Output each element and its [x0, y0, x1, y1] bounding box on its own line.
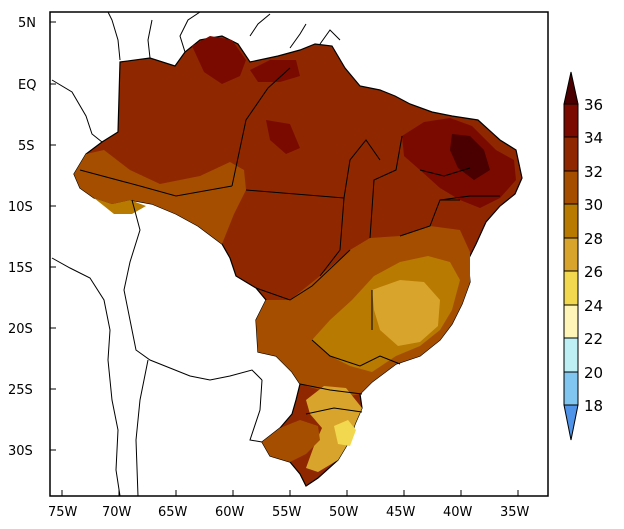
lat-tick-5n: 5N: [18, 16, 36, 31]
lon-tick-35w: 35W: [500, 505, 530, 520]
region-west-am-34: [266, 120, 300, 154]
latitude-ticks: 5N EQ 5S 10S 15S 20S 25S 30S: [8, 16, 56, 459]
lon-tick-55w: 55W: [272, 505, 302, 520]
colorbar: 36 34 32 30 28 26 24 22 20 18: [563, 71, 603, 441]
colorbar-label-18: 18: [584, 397, 603, 415]
colorbar-label-24: 24: [584, 297, 603, 315]
region-northeast-36: [450, 134, 490, 180]
region-minas-26: [372, 280, 440, 346]
lat-tick-10s: 10S: [8, 200, 33, 215]
country-borders: [51, 11, 341, 497]
colorbar-label-34: 34: [584, 129, 603, 147]
lat-tick-5s: 5S: [18, 139, 35, 154]
region-west-30: [74, 150, 246, 244]
lat-tick-20s: 20S: [8, 322, 33, 337]
lon-tick-45w: 45W: [386, 505, 416, 520]
colorbar-label-28: 28: [584, 230, 603, 248]
colorbar-label-20: 20: [584, 364, 603, 382]
colorbar-label-36: 36: [584, 96, 603, 114]
lat-tick-30s: 30S: [8, 444, 33, 459]
lon-tick-70w: 70W: [102, 505, 132, 520]
region-rs-30: [262, 420, 320, 462]
lon-tick-40w: 40W: [443, 505, 473, 520]
lon-tick-60w: 60W: [215, 505, 245, 520]
state-borders: [79, 67, 500, 415]
colorbar-label-30: 30: [584, 196, 603, 214]
lon-tick-65w: 65W: [158, 505, 188, 520]
region-south-24: [334, 420, 356, 446]
lat-tick-25s: 25S: [8, 383, 33, 398]
lat-tick-eq: EQ: [18, 78, 36, 93]
colorbar-label-22: 22: [584, 330, 603, 348]
region-south-26: [306, 386, 362, 472]
region-amapa-34: [250, 60, 300, 82]
longitude-ticks: 75W 70W 65W 60W 55W 50W 45W 40W 35W: [48, 490, 530, 520]
lon-tick-75w: 75W: [48, 505, 78, 520]
lat-tick-15s: 15S: [8, 261, 33, 276]
colorbar-label-32: 32: [584, 163, 603, 181]
region-north-34: [192, 36, 246, 84]
colorbar-label-26: 26: [584, 263, 603, 281]
lon-tick-50w: 50W: [329, 505, 359, 520]
